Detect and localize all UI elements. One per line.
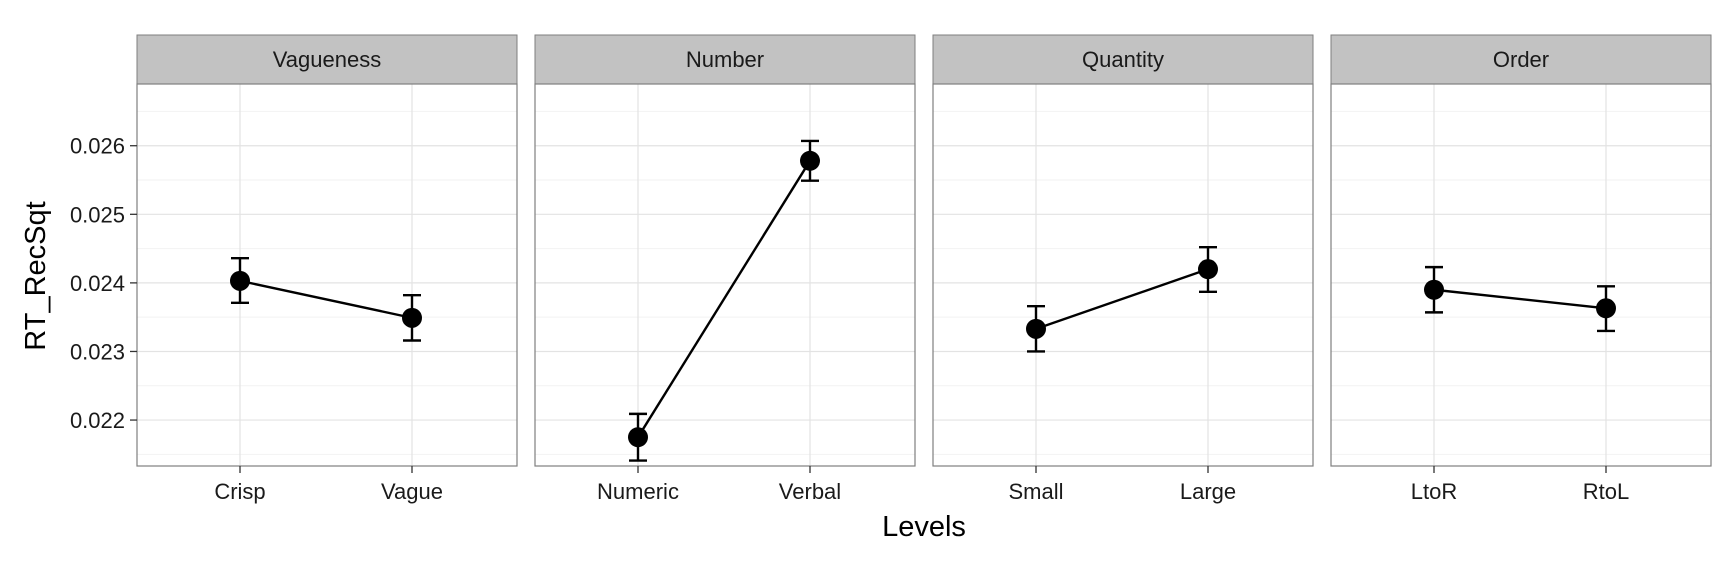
panel-border: [1330, 83, 1712, 467]
facet-panel-quantity: Quantity Small Large: [932, 34, 1314, 504]
x-tick-label: Verbal: [779, 479, 841, 504]
data-point: [800, 150, 820, 171]
data-point: [1424, 279, 1444, 300]
strip-label: Quantity: [1082, 47, 1164, 72]
plot-background: [933, 84, 1313, 466]
data-point: [628, 427, 648, 448]
strip-background: [136, 34, 518, 85]
data-point: [1026, 318, 1046, 339]
series-line: [1035, 268, 1209, 330]
x-tick-label: Vague: [381, 479, 443, 504]
data-point: [402, 307, 422, 328]
data-point: [1198, 259, 1218, 280]
y-tick-label: 0.026: [70, 134, 125, 159]
facet-panel-number: Number Numeric Verbal: [534, 34, 916, 504]
x-tick-label: RtoL: [1583, 479, 1629, 504]
panel-border: [534, 83, 916, 467]
panel-border: [932, 83, 1314, 467]
x-tick-label: LtoR: [1411, 479, 1457, 504]
x-tick-label: Numeric: [597, 479, 679, 504]
strip-background: [932, 34, 1314, 85]
series-line: [239, 279, 413, 320]
facet-panels: Vagueness Crisp Vague Number Numeric Verbal Qu…: [136, 34, 1712, 504]
panel-border: [136, 83, 518, 467]
plot-background: [137, 84, 517, 466]
y-tick-label: 0.022: [70, 408, 125, 433]
strip-background: [534, 34, 916, 85]
series-line: [1433, 288, 1607, 310]
x-axis-title: Levels: [882, 511, 966, 543]
strip-label: Order: [1493, 47, 1549, 72]
x-tick-label: Large: [1180, 479, 1236, 504]
x-tick-label: Crisp: [214, 479, 265, 504]
plot-background: [535, 84, 915, 466]
facet-panel-order: Order LtoR RtoL: [1330, 34, 1712, 504]
strip-label: Number: [686, 47, 764, 72]
y-tick-label: 0.024: [70, 271, 125, 296]
y-tick-label: 0.025: [70, 202, 125, 227]
data-point: [230, 270, 250, 291]
plot-background: [1331, 84, 1711, 466]
y-axis: 0.022 0.023 0.024 0.025 0.026: [70, 134, 137, 433]
x-tick-label: Small: [1008, 479, 1063, 504]
y-tick-label: 0.023: [70, 339, 125, 364]
strip-background: [1330, 34, 1712, 85]
data-point: [1596, 298, 1616, 319]
y-axis-title: RT_RecSqt: [20, 201, 52, 350]
series-line: [636, 160, 812, 438]
strip-label: Vagueness: [273, 47, 381, 72]
facet-panel-vagueness: Vagueness Crisp Vague: [136, 34, 518, 504]
